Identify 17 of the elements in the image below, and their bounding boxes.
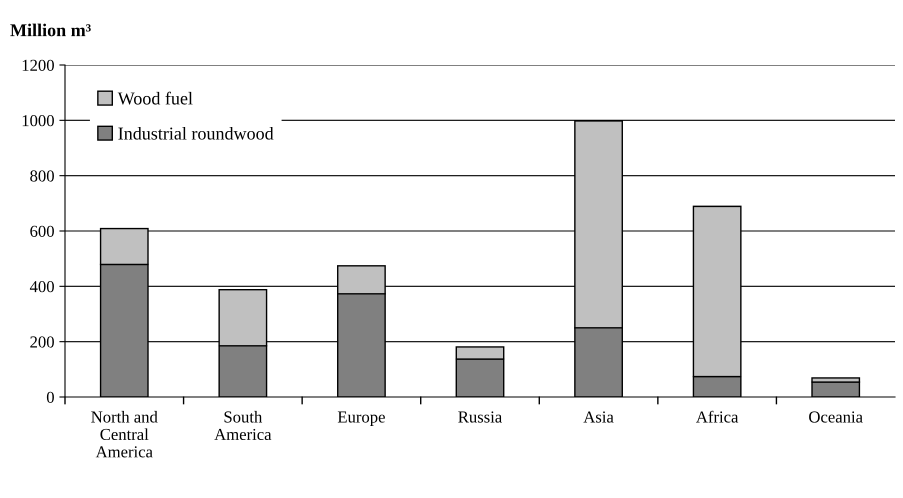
x-tick-label: Africa — [696, 410, 738, 423]
legend-label: Wood fuel — [118, 92, 193, 105]
x-tick-label: Oceania — [809, 411, 863, 423]
y-tick-label: 0 — [46, 392, 54, 403]
legend-label: Industrial roundwood — [118, 126, 274, 140]
y-tick-label: 800 — [30, 170, 54, 182]
y-tick-label: 200 — [30, 336, 54, 348]
y-tick-label: 400 — [30, 281, 54, 292]
x-tick-label: Russia — [458, 411, 502, 423]
y-tick-label: 1000 — [22, 115, 54, 126]
x-tick-label: South America — [214, 410, 272, 440]
y-tick-label: 600 — [30, 226, 54, 237]
x-tick-label: North and Central America — [91, 410, 158, 458]
y-tick-label: 1200 — [22, 60, 54, 71]
x-tick-label: Europe — [338, 412, 385, 426]
x-tick-label: Asia — [583, 411, 614, 423]
chart-title: Million m³ — [10, 24, 91, 36]
